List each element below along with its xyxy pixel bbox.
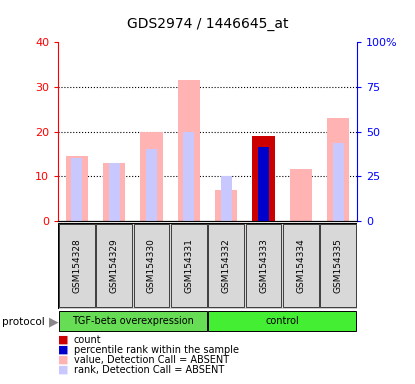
- Bar: [66, 156, 88, 221]
- Text: rank, Detection Call = ABSENT: rank, Detection Call = ABSENT: [74, 365, 224, 375]
- Text: GSM154330: GSM154330: [147, 238, 156, 293]
- Bar: [146, 149, 157, 221]
- Bar: [71, 158, 82, 221]
- Text: value, Detection Call = ABSENT: value, Detection Call = ABSENT: [74, 355, 229, 365]
- Text: GSM154329: GSM154329: [110, 238, 119, 293]
- Text: ■: ■: [58, 345, 68, 355]
- FancyBboxPatch shape: [320, 224, 356, 307]
- Text: GSM154332: GSM154332: [222, 238, 231, 293]
- Text: protocol: protocol: [2, 317, 45, 327]
- Bar: [215, 190, 237, 221]
- Bar: [252, 136, 275, 221]
- Text: TGF-beta overexpression: TGF-beta overexpression: [72, 316, 194, 326]
- FancyBboxPatch shape: [208, 224, 244, 307]
- FancyBboxPatch shape: [171, 224, 207, 307]
- Bar: [103, 163, 125, 221]
- FancyBboxPatch shape: [59, 224, 95, 307]
- Text: ■: ■: [58, 335, 68, 345]
- Text: ■: ■: [58, 355, 68, 365]
- Text: control: control: [265, 316, 299, 326]
- Bar: [258, 147, 269, 221]
- Text: ■: ■: [58, 365, 68, 375]
- Text: GSM154333: GSM154333: [259, 238, 268, 293]
- FancyBboxPatch shape: [134, 224, 169, 307]
- Text: percentile rank within the sample: percentile rank within the sample: [74, 345, 239, 355]
- FancyBboxPatch shape: [283, 224, 319, 307]
- Bar: [327, 118, 349, 221]
- Bar: [290, 169, 312, 221]
- FancyBboxPatch shape: [246, 224, 281, 307]
- Text: ▶: ▶: [49, 315, 59, 328]
- Bar: [140, 132, 163, 221]
- FancyBboxPatch shape: [58, 223, 357, 309]
- Text: GSM154334: GSM154334: [296, 238, 305, 293]
- Text: count: count: [74, 335, 102, 345]
- Text: GSM154328: GSM154328: [72, 238, 81, 293]
- Text: GSM154331: GSM154331: [184, 238, 193, 293]
- Text: GDS2974 / 1446645_at: GDS2974 / 1446645_at: [127, 17, 288, 31]
- Bar: [178, 80, 200, 221]
- Bar: [109, 163, 120, 221]
- FancyBboxPatch shape: [96, 224, 132, 307]
- FancyBboxPatch shape: [59, 311, 207, 331]
- FancyBboxPatch shape: [208, 311, 356, 331]
- Bar: [183, 131, 194, 221]
- Bar: [332, 143, 344, 221]
- Text: GSM154335: GSM154335: [334, 238, 343, 293]
- Bar: [221, 176, 232, 221]
